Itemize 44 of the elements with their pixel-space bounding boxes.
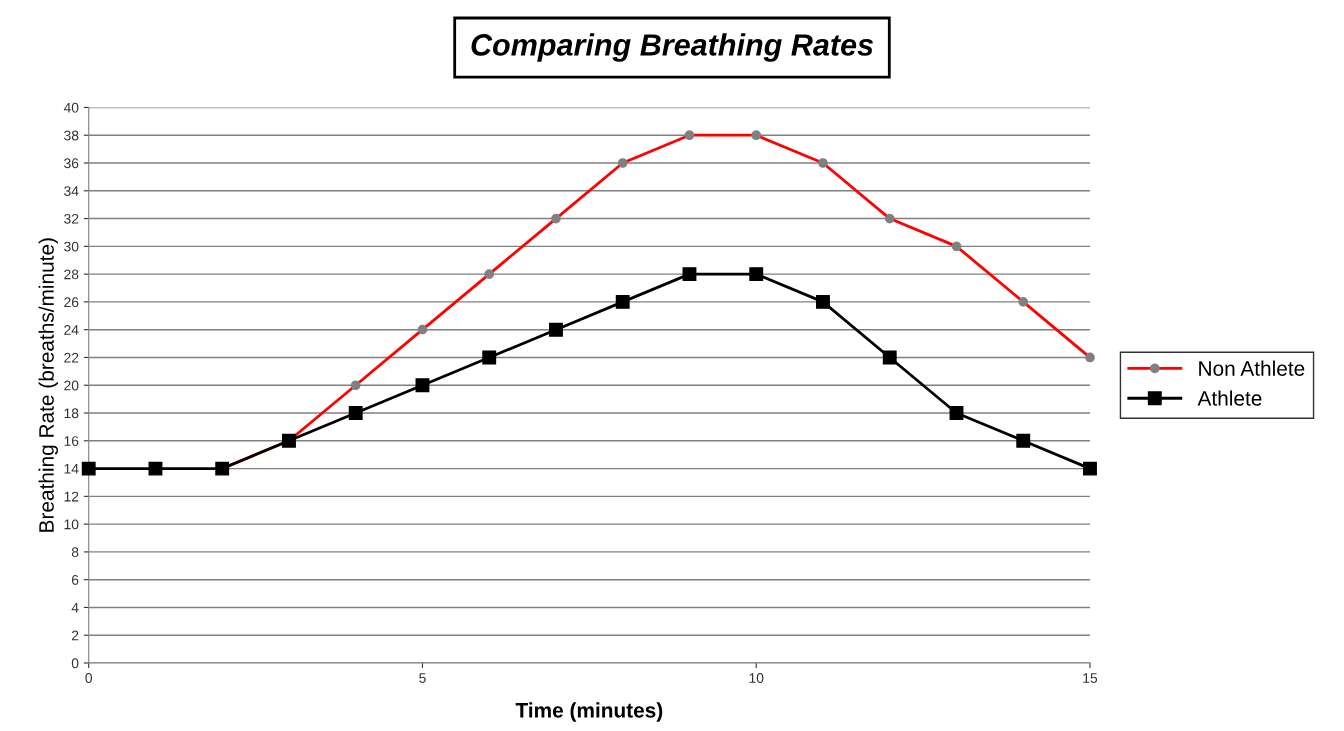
y-tick-label: 40 bbox=[63, 102, 79, 113]
x-tick-label: 0 bbox=[85, 673, 93, 683]
point bbox=[1016, 433, 1031, 448]
point bbox=[549, 322, 563, 337]
point bbox=[682, 267, 697, 282]
y-tick-label: 28 bbox=[64, 269, 79, 280]
y-tick-label: 38 bbox=[64, 130, 79, 141]
point bbox=[348, 406, 363, 420]
y-tick-label: 16 bbox=[64, 436, 79, 446]
y-tick-label: 12 bbox=[64, 491, 79, 502]
x-tick-label: 15 bbox=[1083, 673, 1098, 683]
y-tick-label: 14 bbox=[64, 464, 79, 474]
point bbox=[415, 378, 430, 393]
y-tick-label: 22 bbox=[64, 352, 79, 363]
point bbox=[749, 267, 764, 282]
y-tick-label: 36 bbox=[64, 158, 79, 169]
legend-label: Non Athlete bbox=[1199, 360, 1305, 376]
y-tick-label: 26 bbox=[64, 297, 79, 308]
x-tick-label: 10 bbox=[749, 673, 764, 683]
point bbox=[949, 406, 964, 420]
y-tick-label: 2 bbox=[71, 630, 79, 641]
point bbox=[1083, 461, 1097, 476]
x-axis-title: Time (minutes) bbox=[515, 702, 663, 722]
y-tick-label: 18 bbox=[64, 408, 79, 419]
y-tick-label: 20 bbox=[64, 380, 79, 391]
y-tick-label: 6 bbox=[71, 575, 79, 585]
y-tick-label: 0 bbox=[71, 658, 79, 669]
x-tick-label: 5 bbox=[419, 673, 426, 683]
legend-label: Athlete bbox=[1197, 390, 1262, 406]
point bbox=[615, 294, 630, 309]
y-tick-label: 30 bbox=[64, 241, 79, 252]
point bbox=[882, 350, 897, 365]
point bbox=[148, 461, 163, 476]
point bbox=[816, 294, 830, 309]
y-tick-label: 10 bbox=[64, 519, 79, 530]
y-tick-label: 4 bbox=[71, 602, 79, 613]
chart-title: Comparing Breathing Rates bbox=[471, 33, 873, 62]
y-tick-label: 24 bbox=[64, 325, 79, 335]
point bbox=[81, 461, 96, 476]
y-tick-label: 8 bbox=[71, 547, 79, 558]
y-axis-title: Breathing Rate (breaths/minute) bbox=[38, 238, 58, 532]
y-tick-label: 32 bbox=[64, 213, 79, 224]
point bbox=[482, 350, 497, 365]
y-tick-label: 34 bbox=[64, 186, 79, 196]
